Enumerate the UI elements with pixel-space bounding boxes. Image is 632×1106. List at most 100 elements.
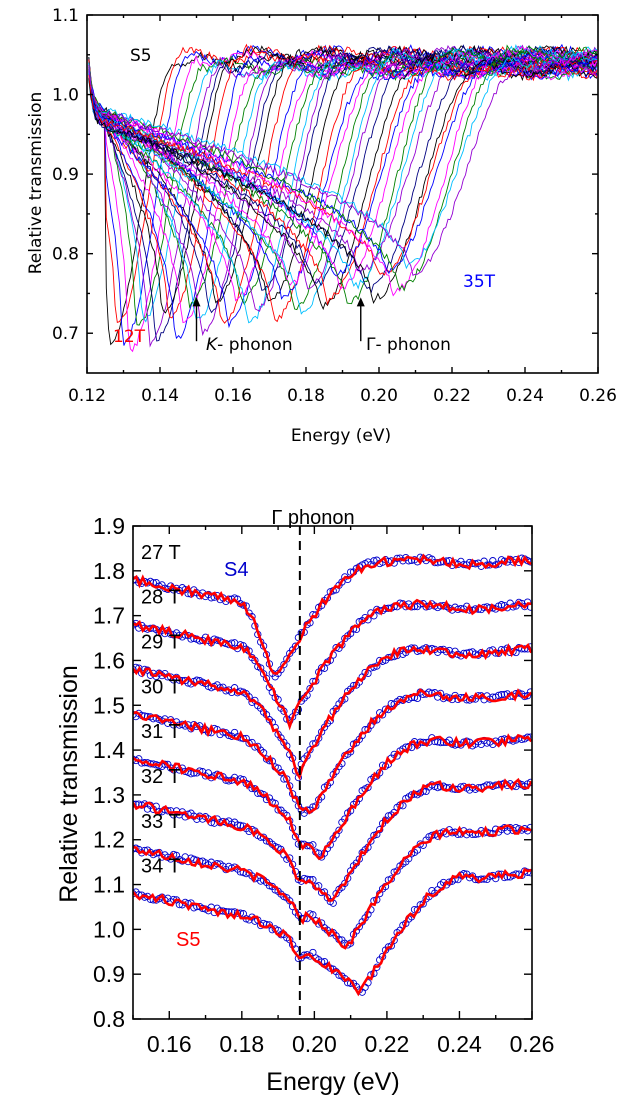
- field-label: 27 T: [141, 542, 181, 564]
- trace-circles: [133, 688, 532, 817]
- bottom-x-tick-label: 0.18: [219, 1031, 264, 1057]
- data-point: [164, 807, 172, 815]
- data-point: [494, 870, 503, 878]
- top-x-tick-label: 0.22: [433, 386, 471, 406]
- top-series-line: [88, 43, 598, 290]
- bottom-y-axis-label: Relative transmission: [55, 665, 83, 903]
- field-label: 32 T: [141, 766, 181, 788]
- top-y-tick-label: 0.9: [52, 165, 79, 185]
- data-point: [332, 644, 340, 652]
- field-label: 34 T: [141, 856, 181, 878]
- k-phonon-italic: K: [206, 335, 219, 355]
- field-label: 28 T: [141, 587, 181, 609]
- bottom-y-tick-label: 1.4: [93, 737, 125, 763]
- top-series-line: [88, 51, 598, 311]
- trace-circles: [133, 598, 532, 725]
- top-series-line: [88, 49, 598, 324]
- s5-label: S5: [176, 929, 200, 951]
- trace-fit-line: [133, 733, 532, 861]
- trace-fit-line: [133, 777, 532, 902]
- top-y-tick-label: 1.1: [52, 6, 79, 26]
- top-series-line: [88, 57, 598, 286]
- bottom-x-tick-label: 0.16: [147, 1031, 192, 1057]
- data-point: [436, 738, 445, 747]
- data-point: [346, 568, 355, 576]
- bottom-x-tick-label: 0.20: [292, 1031, 337, 1057]
- trace-fit-line: [133, 553, 532, 675]
- trace-fit-line: [133, 867, 532, 997]
- bottom-y-tick-label: 1.5: [93, 692, 125, 718]
- k-phonon-text: - phonon: [217, 335, 292, 355]
- field-label: 33 T: [141, 811, 181, 833]
- field-label: 30 T: [141, 676, 181, 698]
- bottom-y-tick-label: 1.1: [93, 872, 125, 898]
- top-x-tick-label: 0.14: [141, 386, 179, 406]
- top-y-tick-label: 0.8: [52, 245, 79, 265]
- data-point: [497, 690, 506, 699]
- bottom-y-tick-label: 0.9: [93, 961, 125, 987]
- top-series-line: [88, 60, 598, 306]
- top-series-line: [88, 56, 598, 276]
- trace-fit-line: [133, 688, 532, 815]
- data-point: [248, 613, 256, 621]
- data-point: [239, 734, 247, 743]
- top-low-field-label: 12T: [113, 327, 146, 347]
- bottom-axes: 0.16 0.18 0.20 0.22 0.24 0.26 0.8 0.9 1.0 1.1 1.2 1…: [93, 513, 554, 1057]
- top-series-line: [88, 44, 598, 292]
- bottom-x-tick-label: 0.22: [365, 1031, 410, 1057]
- top-y-tick-label: 0.7: [52, 324, 79, 344]
- data-point: [257, 664, 265, 672]
- data-point: [497, 601, 506, 609]
- bottom-x-tick-label: 0.24: [437, 1031, 482, 1057]
- bottom-field-labels: 27 T 28 T 29 T 30 T 31 T 32 T 33 T 34 T: [141, 542, 181, 878]
- top-x-axis-label: Energy (eV): [291, 426, 391, 446]
- bottom-curves: [133, 526, 532, 1019]
- data-point: [376, 825, 384, 834]
- top-series-line: [88, 44, 598, 291]
- data-point: [306, 684, 314, 693]
- data-point: [280, 660, 288, 669]
- top-x-tick-label: 0.16: [214, 386, 252, 406]
- data-point: [396, 695, 404, 704]
- field-label: 29 T: [141, 632, 181, 654]
- data-point: [367, 837, 375, 845]
- gamma-line-label: Γ phonon: [271, 507, 354, 529]
- k-phonon-label: K- phonon: [206, 335, 293, 355]
- bottom-x-tick-label: 0.26: [510, 1031, 555, 1057]
- data-point: [434, 738, 442, 746]
- bottom-y-tick-label: 1.6: [93, 647, 125, 673]
- gamma-phonon-label: Γ- phonon: [366, 335, 451, 355]
- data-point: [335, 826, 343, 834]
- bottom-plot-frame: [132, 525, 533, 1020]
- bottom-y-tick-label: 1.0: [93, 916, 125, 942]
- top-x-tick-label: 0.12: [68, 386, 106, 406]
- data-point: [309, 948, 317, 957]
- bottom-y-tick-label: 1.9: [93, 513, 125, 539]
- bottom-y-tick-label: 1.7: [93, 603, 125, 629]
- data-point: [494, 691, 503, 700]
- data-point: [245, 739, 253, 747]
- top-sample-label: S5: [130, 46, 152, 66]
- data-point: [306, 876, 314, 884]
- s4-label: S4: [224, 559, 248, 581]
- top-series-line: [88, 45, 597, 315]
- data-point: [407, 603, 416, 611]
- bottom-y-tick-label: 1.8: [93, 558, 125, 584]
- trace-fit-line: [133, 598, 532, 731]
- data-point: [402, 694, 410, 703]
- data-point: [471, 830, 480, 839]
- trace-circles: [133, 643, 532, 782]
- top-series-line: [88, 49, 597, 340]
- bottom-y-tick-label: 1.3: [93, 782, 125, 808]
- data-point: [471, 875, 480, 884]
- data-point: [364, 783, 372, 792]
- trace-fit-line: [133, 824, 532, 950]
- data-point: [187, 770, 195, 778]
- top-series-line: [88, 46, 598, 312]
- data-point: [370, 557, 378, 565]
- top-x-tick-label: 0.26: [579, 386, 617, 406]
- bottom-y-tick-label: 1.2: [93, 827, 125, 853]
- bottom-chart: 0.16 0.18 0.20 0.22 0.24 0.26 0.8 0.9 1.0 1.1 1.2 1…: [55, 507, 554, 1096]
- trace-fit-line: [133, 642, 532, 781]
